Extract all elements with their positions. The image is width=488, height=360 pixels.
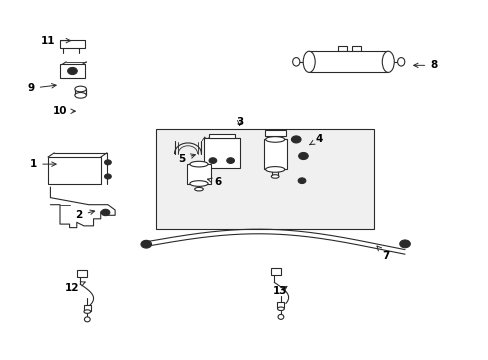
Text: 5: 5 [178, 154, 195, 164]
Circle shape [101, 209, 110, 216]
Bar [77, 270, 87, 277]
Bar [60, 64, 85, 78]
Bar [337, 46, 346, 51]
Text: 4: 4 [309, 134, 322, 145]
Text: 12: 12 [64, 282, 85, 293]
Ellipse shape [84, 317, 90, 322]
Ellipse shape [292, 58, 299, 66]
Bar [277, 302, 284, 309]
Ellipse shape [278, 314, 283, 319]
Ellipse shape [397, 58, 404, 66]
Ellipse shape [75, 93, 86, 98]
Ellipse shape [84, 310, 90, 313]
Circle shape [226, 158, 234, 163]
Circle shape [298, 178, 305, 184]
Text: 9: 9 [28, 83, 56, 93]
Bar [186, 164, 210, 184]
Circle shape [399, 240, 409, 248]
Ellipse shape [75, 86, 86, 92]
Text: 3: 3 [236, 117, 243, 127]
Circle shape [104, 160, 111, 165]
Bar [351, 46, 360, 51]
Bar [308, 51, 387, 72]
Circle shape [298, 153, 307, 159]
Bar [270, 268, 281, 275]
Text: 11: 11 [41, 36, 70, 46]
Text: 10: 10 [53, 106, 75, 116]
Bar [264, 130, 285, 136]
Text: 1: 1 [30, 159, 56, 169]
Bar [60, 40, 85, 48]
Circle shape [104, 174, 111, 179]
Text: 6: 6 [207, 177, 222, 187]
Bar [208, 134, 234, 138]
Bar [156, 129, 373, 229]
Ellipse shape [265, 167, 284, 172]
Bar [48, 157, 101, 184]
Ellipse shape [265, 136, 284, 142]
Bar [84, 305, 91, 311]
Circle shape [141, 240, 151, 248]
Circle shape [67, 67, 77, 75]
Circle shape [208, 158, 216, 163]
Ellipse shape [382, 51, 393, 72]
Ellipse shape [194, 188, 203, 191]
Ellipse shape [189, 161, 208, 167]
Ellipse shape [189, 181, 208, 186]
Ellipse shape [303, 51, 315, 72]
Ellipse shape [271, 175, 279, 178]
Text: 8: 8 [413, 60, 437, 70]
Circle shape [291, 136, 301, 143]
Ellipse shape [277, 307, 284, 311]
Text: 13: 13 [273, 286, 287, 296]
Text: 2: 2 [75, 210, 94, 220]
Bar [75, 89, 86, 95]
Text: 7: 7 [376, 246, 389, 261]
Bar [263, 139, 286, 170]
Bar [203, 138, 239, 168]
